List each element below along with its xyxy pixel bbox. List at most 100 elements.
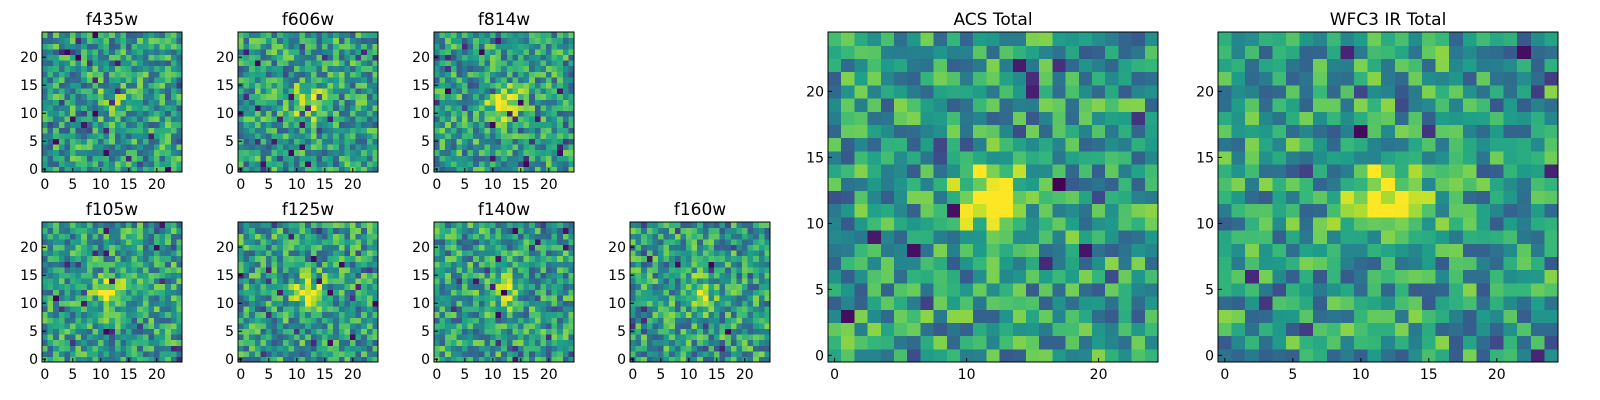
heatmap-cell: [243, 116, 250, 123]
heatmap-cell: [249, 32, 256, 39]
heatmap-cell: [1039, 190, 1053, 205]
heatmap-cell: [1012, 230, 1027, 244]
heatmap-cell: [557, 227, 564, 234]
heatmap-cell: [506, 266, 513, 273]
heatmap-cell: [473, 233, 480, 240]
heatmap-cell: [867, 124, 882, 139]
heatmap-cell: [986, 177, 1001, 191]
heatmap-cell: [176, 255, 183, 262]
heatmap-cell: [355, 272, 362, 279]
heatmap-cell: [114, 227, 121, 234]
heatmap-cell: [333, 222, 340, 229]
heatmap-cell: [338, 261, 345, 268]
heatmap-cell: [103, 132, 110, 139]
y-tick-label: 15: [20, 78, 38, 94]
heatmap-cell: [753, 322, 760, 329]
heatmap-cell: [294, 350, 301, 357]
heatmap-cell: [540, 311, 547, 318]
heatmap-cell: [322, 322, 329, 329]
heatmap-cell: [512, 322, 519, 329]
heatmap-cell: [1144, 335, 1159, 350]
heatmap-cell: [266, 300, 273, 307]
heatmap-cell: [568, 138, 575, 145]
heatmap-cell: [165, 155, 172, 162]
heatmap-cell: [131, 278, 138, 285]
heatmap-cell: [894, 269, 908, 284]
heatmap-cell: [131, 294, 138, 301]
heatmap-cell: [294, 93, 301, 100]
heatmap-cell: [310, 306, 317, 313]
heatmap-cell: [439, 82, 446, 89]
heatmap-cell: [534, 289, 541, 296]
heatmap-cell: [462, 339, 469, 346]
heatmap-cell: [960, 203, 974, 218]
axes-frame: [41, 221, 183, 363]
heatmap-cell: [243, 166, 250, 173]
heatmap-cell: [719, 278, 726, 285]
heatmap-cell: [126, 289, 133, 296]
heatmap-cell: [568, 88, 575, 95]
heatmap-cell: [674, 278, 681, 285]
heatmap-cell: [266, 43, 273, 50]
heatmap-cell: [120, 138, 127, 145]
heatmap-cell: [708, 356, 715, 363]
heatmap-cell: [254, 99, 261, 106]
heatmap-cell: [42, 250, 49, 257]
heatmap-cell: [92, 350, 99, 357]
heatmap-cell: [641, 238, 648, 245]
heatmap-cell: [854, 150, 869, 165]
heatmap-cell: [159, 60, 166, 67]
heatmap-cell: [92, 160, 99, 167]
heatmap-cell: [92, 166, 99, 173]
heatmap-cell: [92, 43, 99, 50]
heatmap-cell: [1065, 309, 1080, 323]
heatmap-cell: [473, 222, 480, 229]
heatmap-cell: [568, 48, 575, 55]
heatmap-cell: [747, 238, 754, 245]
heatmap-cell: [170, 350, 177, 357]
heatmap-cell: [523, 350, 530, 357]
heatmap-cell: [98, 60, 105, 67]
heatmap-cell: [1012, 296, 1027, 310]
heatmap-cell: [456, 60, 463, 67]
heatmap-cell: [277, 317, 284, 324]
heatmap-cell: [1092, 243, 1106, 257]
heatmap-cell: [154, 289, 161, 296]
heatmap-cell: [445, 60, 452, 67]
heatmap-cell: [920, 230, 935, 244]
heatmap-cell: [495, 311, 502, 318]
heatmap-cell: [372, 132, 379, 139]
heatmap-cell: [322, 311, 329, 318]
heatmap-cell: [288, 317, 295, 324]
heatmap-cell: [103, 300, 110, 307]
heatmap-cell: [282, 300, 289, 307]
heatmap-cell: [1026, 137, 1040, 152]
heatmap-cell: [484, 48, 491, 55]
heatmap-cell: [266, 272, 273, 279]
heatmap-cell: [47, 104, 54, 111]
heatmap-cell: [333, 121, 340, 128]
heatmap-cell: [467, 127, 474, 134]
heatmap-cell: [165, 160, 172, 167]
heatmap-cell: [467, 149, 474, 156]
heatmap-cell: [338, 132, 345, 139]
heatmap-cell: [92, 127, 99, 134]
heatmap-cell: [159, 149, 166, 156]
heatmap-cell: [350, 37, 357, 44]
heatmap-cell: [344, 250, 351, 257]
heatmap-cell: [652, 278, 659, 285]
heatmap-cell: [484, 266, 491, 273]
heatmap-cell: [148, 132, 155, 139]
heatmap-cell: [986, 322, 1001, 337]
heatmap-cell: [288, 233, 295, 240]
heatmap-cell: [120, 289, 127, 296]
heatmap-cell: [126, 54, 133, 61]
heatmap-cell: [697, 306, 704, 313]
heatmap-cell: [742, 255, 749, 262]
heatmap-cell: [350, 76, 357, 83]
axes-frame: [41, 31, 183, 173]
heatmap-cell: [142, 127, 149, 134]
heatmap-cell: [277, 356, 284, 363]
heatmap-cell: [669, 311, 676, 318]
heatmap-cell: [109, 311, 116, 318]
